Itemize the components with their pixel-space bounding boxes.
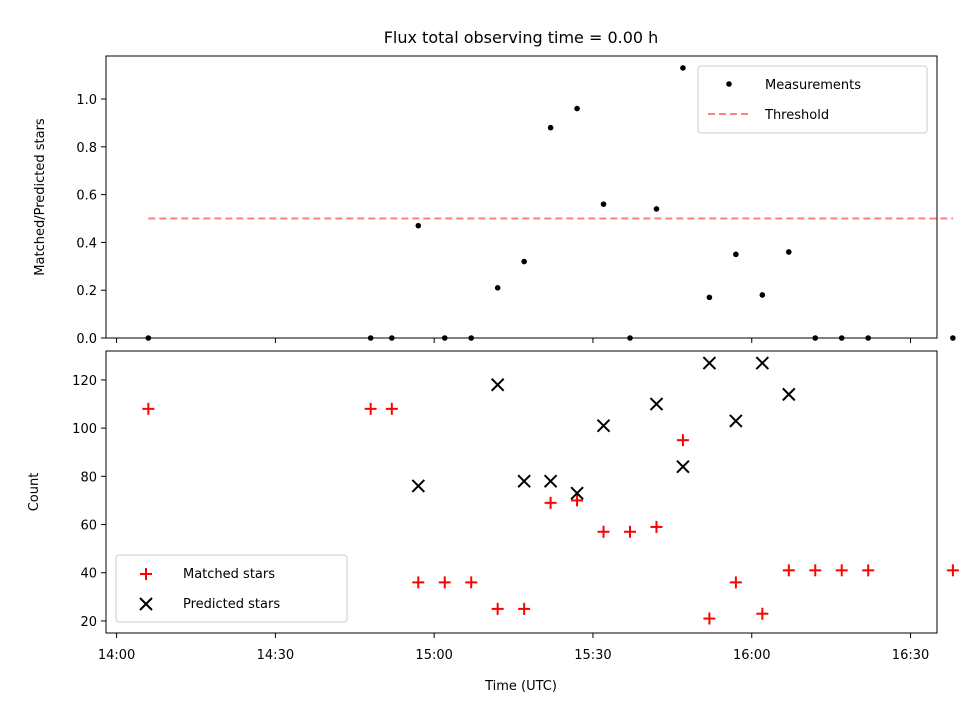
measurements-point [547,124,554,131]
top-legend: Measurements Threshold [697,65,928,134]
measurements-point [759,292,766,298]
chart-title: Flux total observing time = 0.00 h [384,28,659,47]
matched-stars-point [835,564,848,577]
top-y-axis: 0.0 0.2 0.4 0.6 0.8 1.0 [76,93,106,347]
matched-stars-point [465,576,478,589]
bottom-y-axis: 20 40 60 80 100 120 [72,374,106,630]
legend-measurements-label: Measurements [765,78,861,93]
matched-stars-point [385,402,398,415]
matched-stars-point [946,564,959,577]
top-legend-box [697,65,928,134]
bottom-axes-frame [105,350,938,634]
matched-stars-point [703,612,716,625]
bottom-x-axis: 14:00 14:30 15:00 15:30 16:00 16:30 [98,633,929,663]
legend-threshold-label: Threshold [764,108,829,123]
bottom-y-axis-label: Count [27,473,42,512]
matched-stars-point [544,496,557,509]
bottom-panel: 20 40 60 80 100 120 14:00 14:30 15:00 15:30 16:00… [27,350,959,694]
bottom-y-tick-label: 60 [80,519,97,534]
matched-stars-point [142,402,155,415]
matched-stars-point [809,564,822,577]
matched-stars-point [756,607,769,620]
predicted-stars-point [596,419,611,433]
bottom-x-tick-label: 15:00 [415,648,452,663]
top-axes-frame [105,55,938,339]
top-y-axis-label: Matched/Predicted stars [33,118,48,276]
bottom-y-tick-label: 100 [72,422,97,437]
bottom-y-tick-label: 20 [80,615,97,630]
predicted-stars-point [490,378,505,392]
predicted-stars-point [755,356,770,370]
predicted-stars-point [411,479,425,493]
matched-stars-point [412,576,425,589]
measurements-point [680,65,686,71]
bottom-plot-area [142,356,959,625]
measurements-point [706,294,713,301]
top-plot-area [145,65,956,341]
measurements-point [494,285,501,291]
matched-stars-point [364,402,377,415]
top-y-tick-label: 1.0 [76,93,97,108]
legend-predicted-marker [139,597,153,611]
top-x-axis-ticks [116,338,912,343]
matched-stars-point [729,576,742,589]
measurements-point [950,335,956,341]
matched-stars-point [782,564,795,577]
predicted-stars-point [649,397,664,411]
predicted-stars-point [676,459,690,474]
top-y-tick-label: 0.4 [76,236,97,251]
predicted-stars-point [517,474,531,488]
bottom-y-tick-label: 80 [80,470,97,485]
legend-predicted-label: Predicted stars [183,597,280,612]
matched-stars-point [676,434,689,447]
top-y-tick-label: 0.2 [76,284,97,299]
predicted-stars-point [570,486,584,500]
matched-stars-point [518,602,531,615]
measurements-point [733,251,739,258]
measurements-point [653,206,660,212]
predicted-stars-point [702,356,717,370]
legend-matched-marker [140,568,152,580]
bottom-x-tick-label: 16:00 [733,648,770,663]
matched-stars-point [571,494,584,507]
measurements-point [415,222,422,229]
bottom-x-tick-label: 16:30 [892,648,929,663]
matched-stars-point [491,602,504,615]
bottom-legend: Matched stars Predicted stars [115,554,348,623]
predicted-stars-point [782,387,796,402]
top-y-tick-label: 0.0 [76,332,97,347]
bottom-x-tick-label: 15:30 [574,648,611,663]
matched-stars-point [597,525,610,538]
bottom-x-tick-label: 14:30 [257,648,294,663]
predicted-stars-point [729,414,743,428]
measurements-point [574,105,580,112]
predicted-stars-point [543,474,558,488]
measurements-point [785,249,792,255]
bottom-y-tick-label: 120 [72,374,97,389]
legend-matched-label: Matched stars [183,567,275,582]
matched-stars-point [438,576,451,589]
bottom-x-axis-label: Time (UTC) [484,679,557,694]
top-y-tick-label: 0.6 [76,189,97,204]
bottom-legend-box [115,554,348,623]
top-y-tick-label: 0.8 [76,141,97,156]
measurements-point [600,201,607,207]
bottom-y-tick-label: 40 [80,567,97,582]
measurements-point [521,258,527,265]
matched-stars-point [650,520,663,533]
legend-measurements-marker [726,81,732,87]
matched-stars-point [862,564,875,577]
top-panel: Flux total observing time = 0.00 h 0.00.… [33,28,956,347]
bottom-x-tick-label: 14:00 [98,648,135,663]
matched-stars-point [624,525,637,538]
